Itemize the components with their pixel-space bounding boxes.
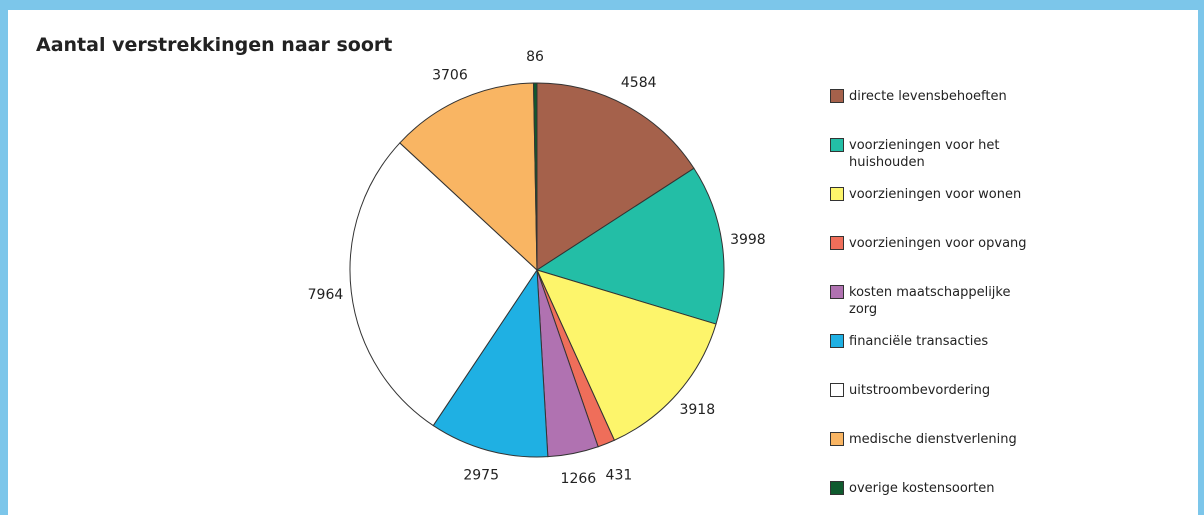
data-label: 3998 [730, 232, 766, 248]
legend-swatch [830, 481, 844, 495]
data-label: 2975 [463, 468, 499, 484]
data-label: 7964 [308, 287, 344, 303]
legend-item: overige kostensoorten [830, 480, 1040, 497]
legend-item: medische dienstverlening [830, 431, 1040, 448]
pie-slice [399, 82, 538, 272]
pie-slice [432, 268, 549, 458]
legend-swatch [830, 236, 844, 250]
legend-label: voorzieningen voor wonen [849, 187, 1022, 202]
legend-item: uitstroombevordering [830, 382, 1040, 399]
legend-label: kosten maatschappelijke zorg [849, 285, 1011, 317]
pie-slice [536, 269, 717, 441]
pie-slice [349, 142, 538, 427]
legend-label: voorzieningen voor het huishouden [849, 138, 1000, 170]
data-label: 86 [526, 49, 544, 65]
legend-swatch [830, 138, 844, 152]
legend-swatch [830, 432, 844, 446]
chart-title: Aantal verstrekkingen naar soort [36, 34, 393, 56]
data-label: 3918 [679, 402, 715, 418]
legend-swatch [830, 187, 844, 201]
legend-item: voorzieningen voor opvang [830, 235, 1040, 252]
data-label: 4584 [621, 75, 657, 91]
pie-slice [536, 82, 695, 271]
legend-item: voorzieningen voor wonen [830, 186, 1040, 203]
legend-swatch [830, 285, 844, 299]
legend-item: kosten maatschappelijke zorg [830, 284, 1040, 318]
pie-slice [532, 82, 538, 271]
legend-swatch [830, 334, 844, 348]
data-label: 1266 [561, 471, 597, 487]
legend-label: voorzieningen voor opvang [849, 236, 1027, 251]
legend-item: directe levensbehoeften [830, 88, 1040, 105]
data-label: 431 [606, 467, 633, 483]
legend-label: overige kostensoorten [849, 481, 995, 496]
legend-swatch [830, 89, 844, 103]
legend-label: medische dienstverlening [849, 432, 1017, 447]
pie-slice [535, 167, 725, 325]
legend-swatch [830, 383, 844, 397]
data-label: 3706 [432, 68, 468, 84]
legend-label: financiële transacties [849, 334, 989, 349]
legend-label: directe levensbehoeften [849, 89, 1007, 104]
legend-item: voorzieningen voor het huishouden [830, 137, 1040, 171]
legend-label: uitstroombevordering [849, 383, 991, 398]
legend-item: financiële transacties [830, 333, 1040, 350]
